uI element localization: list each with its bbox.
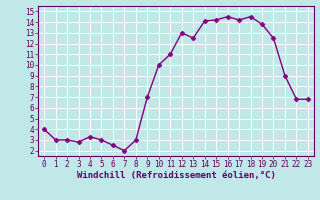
X-axis label: Windchill (Refroidissement éolien,°C): Windchill (Refroidissement éolien,°C) <box>76 171 276 180</box>
